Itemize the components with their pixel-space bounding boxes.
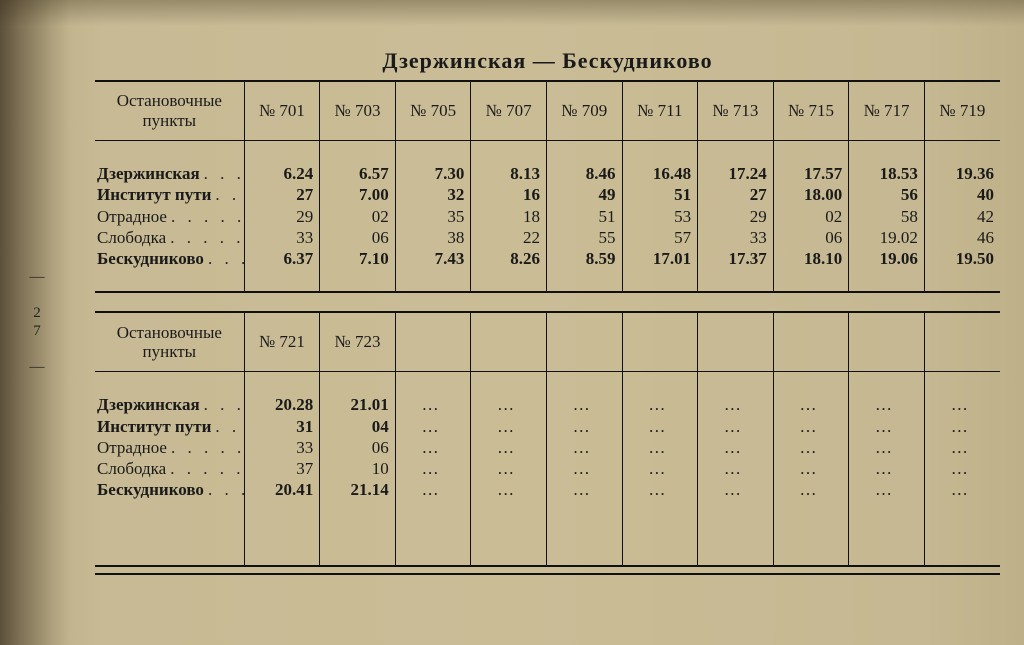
train-header: № 701 bbox=[244, 81, 320, 141]
train-header bbox=[546, 312, 622, 372]
time-column: 17.2427293317.37 bbox=[698, 163, 774, 269]
time-column: 16.4851535717.01 bbox=[622, 163, 698, 269]
timetable: Остановочныепункты№ 701№ 703№ 705№ 707№ … bbox=[95, 80, 1000, 567]
train-header bbox=[924, 312, 1000, 372]
time-column: …………… bbox=[773, 394, 849, 500]
time-column: 17.5718.00020618.10 bbox=[773, 163, 849, 269]
stops-column: Дзержинская. . . . . . . . . .Институт п… bbox=[95, 394, 244, 500]
time-column: …………… bbox=[546, 394, 622, 500]
train-header: № 705 bbox=[395, 81, 471, 141]
time-column: …………… bbox=[849, 394, 925, 500]
train-header bbox=[622, 312, 698, 372]
stops-column: Дзержинская. . . . . . . . . .Институт п… bbox=[95, 163, 244, 269]
page-number: — 27 — bbox=[28, 269, 45, 377]
time-column: …………… bbox=[622, 394, 698, 500]
time-column: 19.3640424619.50 bbox=[924, 163, 1000, 269]
time-column: …………… bbox=[471, 394, 547, 500]
train-header bbox=[773, 312, 849, 372]
train-header: № 717 bbox=[849, 81, 925, 141]
time-column: 7.303235387.43 bbox=[395, 163, 471, 269]
bottom-rule bbox=[95, 573, 1000, 576]
time-column: 6.242729336.37 bbox=[244, 163, 320, 269]
stops-header: Остановочныепункты bbox=[95, 312, 244, 372]
train-header: № 715 bbox=[773, 81, 849, 141]
train-header: № 711 bbox=[622, 81, 698, 141]
train-header: № 721 bbox=[244, 312, 320, 372]
train-header: № 707 bbox=[471, 81, 547, 141]
time-column: 20.2831333720.41 bbox=[244, 394, 320, 500]
route-title: Дзержинская — Бескудниково bbox=[95, 48, 1000, 74]
train-header: № 703 bbox=[320, 81, 396, 141]
time-column: 18.53565819.0219.06 bbox=[849, 163, 925, 269]
train-header: № 719 bbox=[924, 81, 1000, 141]
train-header: № 713 bbox=[698, 81, 774, 141]
stops-header: Остановочныепункты bbox=[95, 81, 244, 141]
train-header bbox=[395, 312, 471, 372]
time-column: 8.131618228.26 bbox=[471, 163, 547, 269]
time-column: 21.0104061021.14 bbox=[320, 394, 396, 500]
time-column: …………… bbox=[395, 394, 471, 500]
train-header: № 723 bbox=[320, 312, 396, 372]
timetable-sheet: Дзержинская — Бескудниково Остановочныеп… bbox=[95, 48, 1000, 567]
train-header bbox=[471, 312, 547, 372]
train-header bbox=[698, 312, 774, 372]
train-header bbox=[849, 312, 925, 372]
time-column: …………… bbox=[698, 394, 774, 500]
time-column: 8.464951558.59 bbox=[546, 163, 622, 269]
time-column: 6.577.0002067.10 bbox=[320, 163, 396, 269]
train-header: № 709 bbox=[546, 81, 622, 141]
time-column: …………… bbox=[924, 394, 1000, 500]
